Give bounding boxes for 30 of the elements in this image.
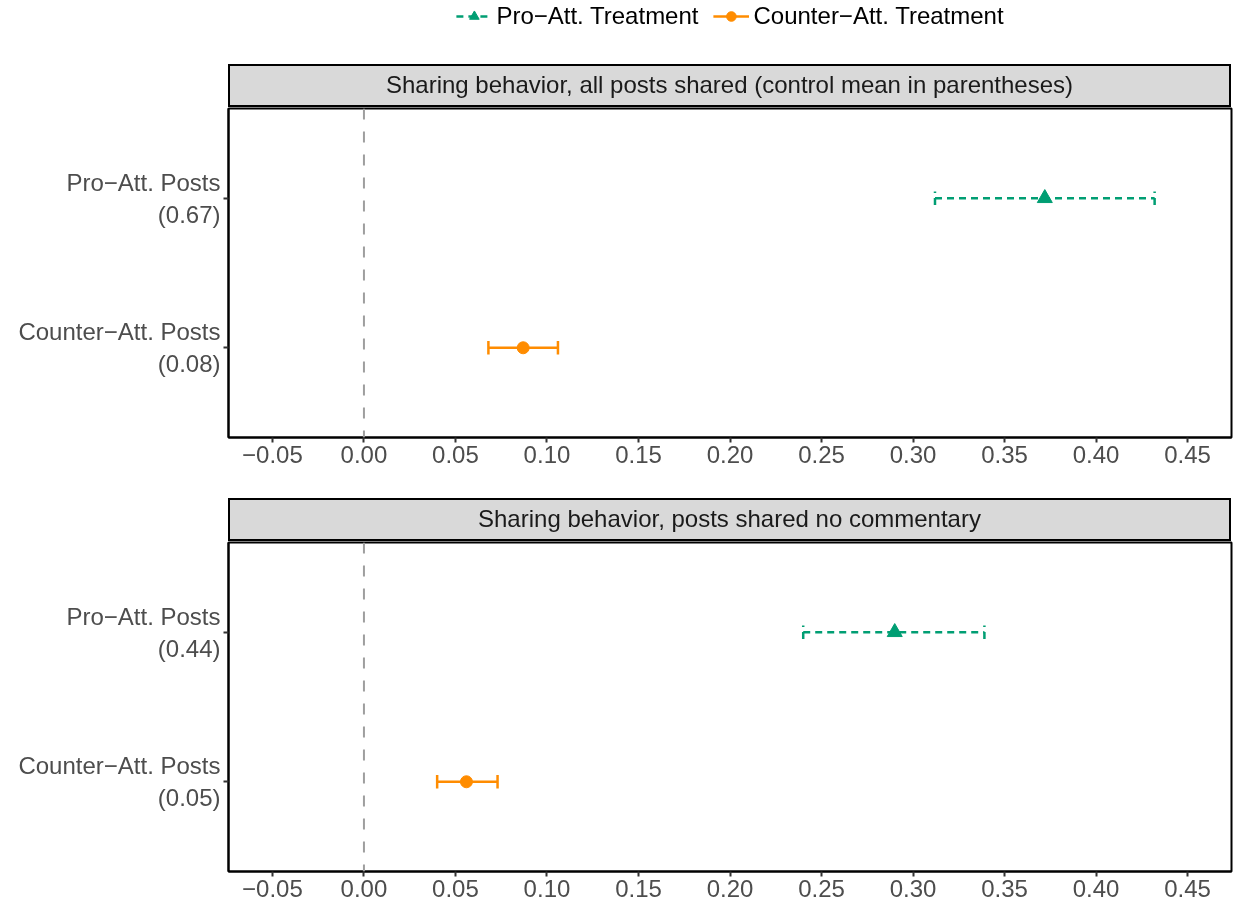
x-tick-label: 0.40 bbox=[1072, 874, 1120, 902]
x-tick-label: 0.40 bbox=[1072, 440, 1120, 468]
y-tick-label: Counter−Att. Posts (0.08) bbox=[18, 318, 221, 378]
x-tick-label: −0.05 bbox=[242, 440, 303, 468]
x-tick-label: 0.45 bbox=[1164, 440, 1211, 468]
x-tick-label: 0.15 bbox=[615, 874, 662, 902]
x-tick-label: 0.00 bbox=[340, 874, 388, 902]
y-tick-label: Counter−Att. Posts (0.05) bbox=[18, 752, 221, 812]
x-tick-label: 0.05 bbox=[432, 440, 479, 468]
x-tick-label: 0.30 bbox=[889, 874, 937, 902]
x-tick-label: 0.25 bbox=[798, 440, 845, 468]
y-tick-label: Pro−Att. Posts (0.67) bbox=[66, 168, 221, 228]
x-tick-label: 0.10 bbox=[523, 440, 571, 468]
x-tick-label: 0.00 bbox=[340, 440, 388, 468]
x-tick-label: 0.25 bbox=[798, 874, 845, 902]
x-tick-label: 0.10 bbox=[523, 874, 571, 902]
legend-label: Pro−Att. Treatment bbox=[496, 2, 699, 30]
x-tick-label: 0.20 bbox=[706, 440, 754, 468]
x-tick-label: 0.35 bbox=[981, 874, 1028, 902]
x-tick-label: 0.05 bbox=[432, 874, 479, 902]
chart-title: Sharing behavior, all posts shared (control mean in parentheses) bbox=[385, 70, 1074, 101]
x-tick-label: 0.15 bbox=[615, 440, 662, 468]
legend-label: Counter−Att. Treatment bbox=[753, 2, 1004, 30]
x-tick-label: 0.35 bbox=[981, 440, 1028, 468]
x-tick-label: 0.30 bbox=[889, 440, 937, 468]
chart-title: Sharing behavior, posts shared no commentary bbox=[478, 504, 981, 535]
x-tick-label: 0.20 bbox=[706, 874, 754, 902]
x-tick-label: −0.05 bbox=[242, 874, 303, 902]
y-tick-label: Pro−Att. Posts (0.44) bbox=[66, 602, 221, 662]
x-tick-label: 0.45 bbox=[1164, 874, 1211, 902]
